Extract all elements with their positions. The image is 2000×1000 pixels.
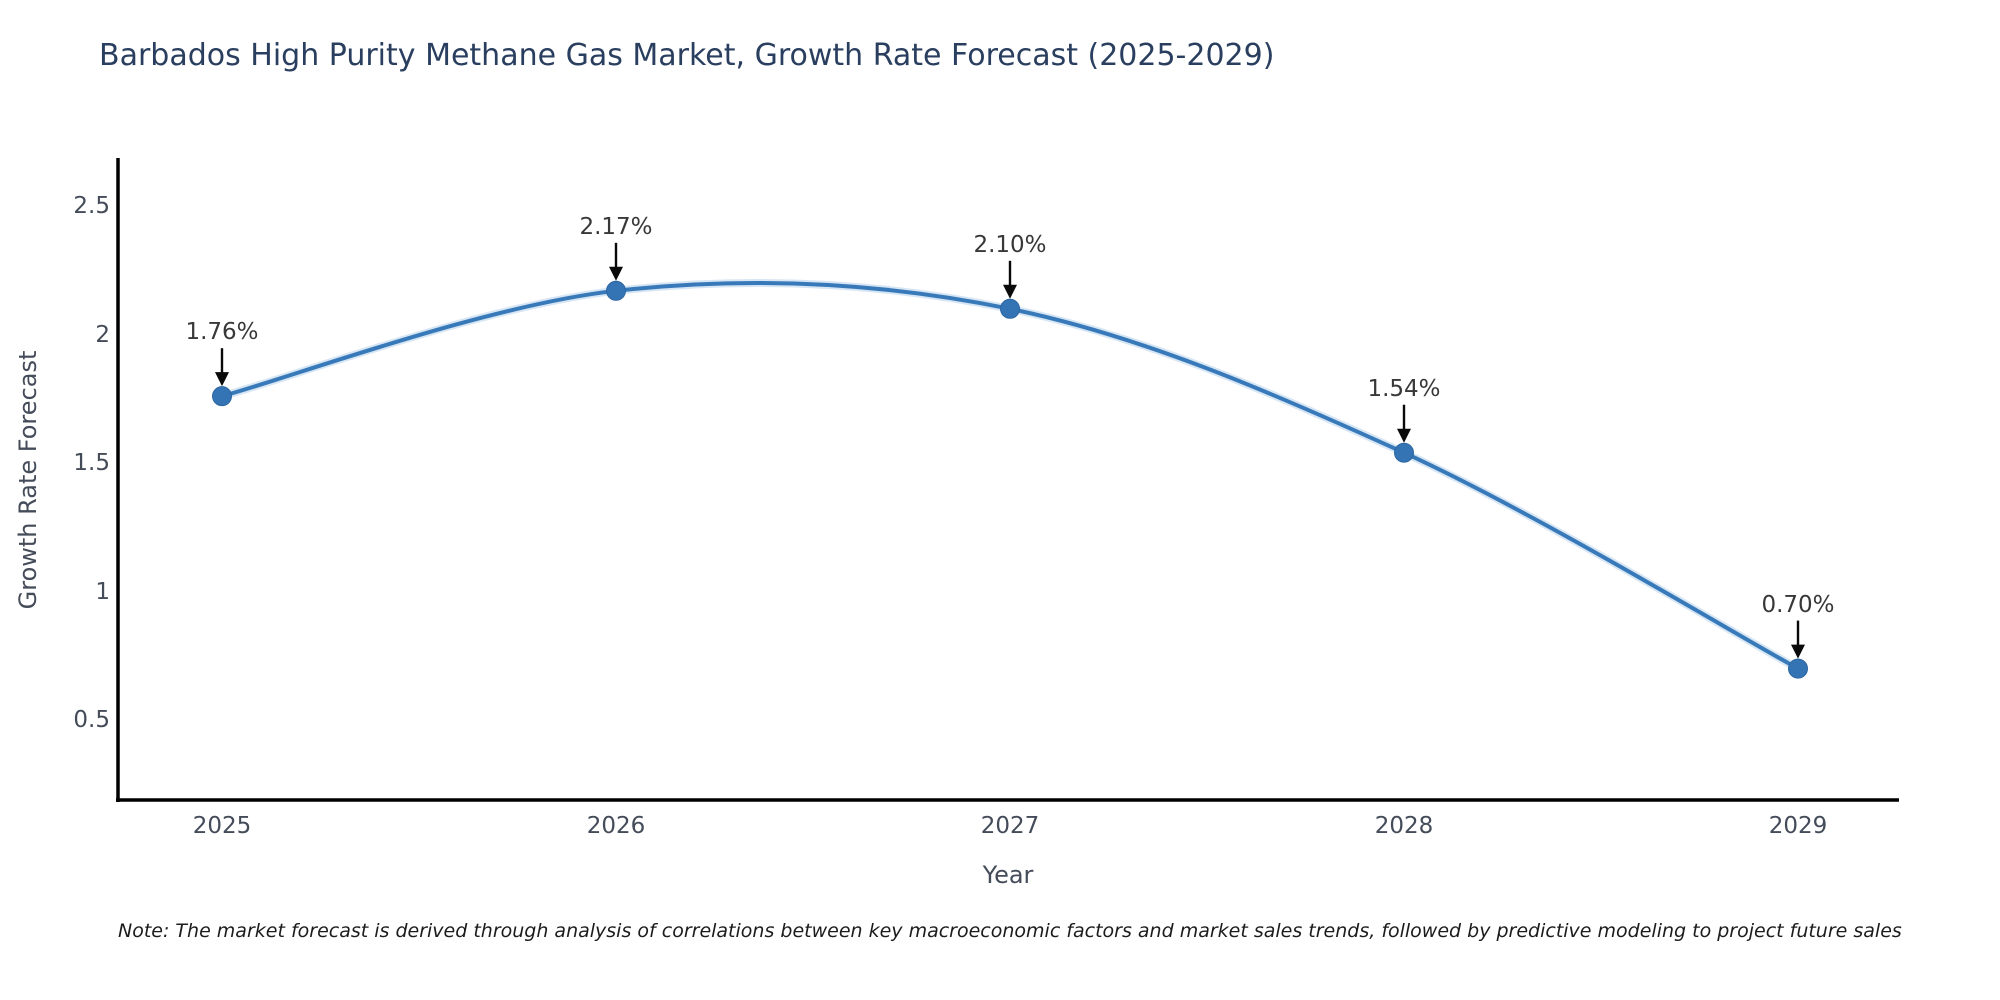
data-point-marker — [1788, 658, 1808, 679]
x-axis-title: Year — [982, 861, 1034, 889]
y-tick-label: 2 — [95, 321, 110, 348]
data-point-label: 1.76% — [185, 319, 259, 346]
annotation-arrowhead-icon — [609, 266, 623, 281]
data-point-label: 2.10% — [973, 231, 1047, 258]
annotation-arrowhead-icon — [1003, 284, 1017, 299]
y-tick-label: 0.5 — [73, 707, 110, 733]
series-line — [220, 280, 1800, 671]
y-tick-label: 1 — [95, 578, 110, 605]
data-point-marker — [212, 386, 232, 407]
data-point-label: 1.54% — [1367, 375, 1441, 402]
annotation-arrowhead-icon — [1791, 644, 1805, 659]
footnote: Note: The market forecast is derived thr… — [118, 920, 1902, 942]
x-tick-label: 2026 — [586, 813, 646, 839]
y-tick-label: 1.5 — [73, 450, 110, 476]
data-point-marker — [1000, 298, 1020, 319]
annotation-arrowhead-icon — [215, 372, 229, 387]
data-point-label: 2.17% — [579, 213, 653, 240]
data-point-marker — [606, 280, 626, 301]
y-tick-label: 2.5 — [73, 193, 110, 219]
annotation-arrowhead-icon — [1397, 428, 1411, 443]
data-point-label: 0.70% — [1761, 591, 1835, 618]
x-tick-label: 2025 — [192, 813, 252, 839]
x-tick-label: 2028 — [1374, 813, 1434, 839]
series-line-glow — [218, 278, 1802, 673]
x-tick-label: 2027 — [980, 813, 1040, 839]
data-point-marker — [1394, 442, 1414, 463]
chart-title: Barbados High Purity Methane Gas Market,… — [99, 38, 1275, 73]
x-tick-label: 2029 — [1768, 813, 1828, 839]
